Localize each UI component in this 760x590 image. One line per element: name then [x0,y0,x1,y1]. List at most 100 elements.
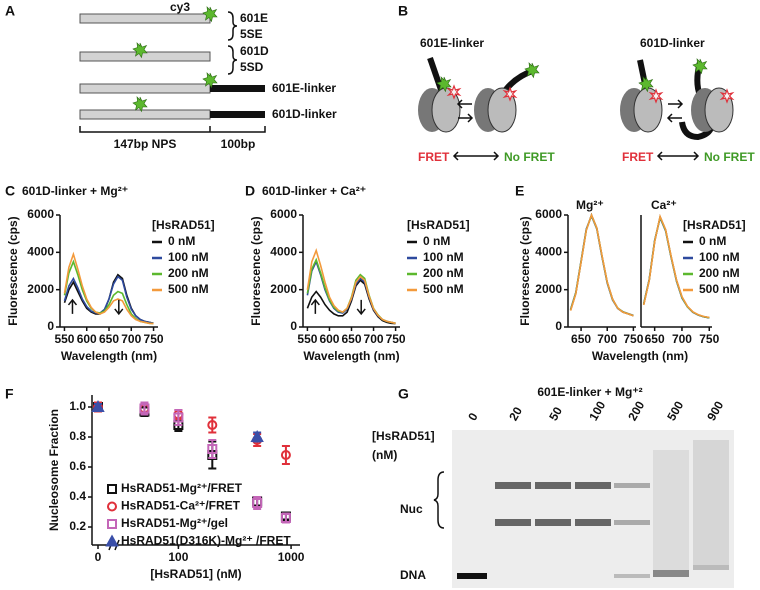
y-tick-label: 6000 [270,207,297,221]
lane-label: 200 [625,398,647,423]
brace [227,45,238,75]
gel-band [575,519,611,526]
annotation-arrow [310,298,320,314]
legend-label: 500 nM [423,282,464,296]
panel-g: 601E-linker + Mg⁺² [HsRAD51] (nM) Nuc DN… [372,385,734,588]
y-tick-label: 0.2 [69,519,86,533]
double-arrow [452,151,500,161]
gel-band [495,482,531,489]
marker [91,399,105,412]
gel-band [457,573,487,579]
x-axis-label: Wavelength (nm) [61,349,157,363]
marker [207,444,218,454]
fret-label: FRET [418,150,450,164]
legend-title: [HsRAD51] [683,218,746,232]
error-bar [281,445,290,465]
x-tick-label: 700 [597,332,617,346]
legend-title: [HsRAD51] [152,218,215,232]
y-axis-label: Fluorescence (cps) [518,216,532,325]
construct-label: 5SD [240,60,264,74]
spectrum-line [306,257,396,325]
chart-title: Mg²⁺ [576,198,604,212]
marker [280,513,291,523]
band-label: Nuc [400,502,423,516]
marker [107,484,117,494]
no-fret-label: No FRET [504,150,555,164]
construct-label: 601E-linker [420,36,484,50]
legend-label: HsRAD51-Ca²⁺/FRET [121,499,241,513]
legend-label: 200 nM [168,266,209,280]
equilibrium-arrow [456,99,474,123]
gel-band [535,482,571,489]
legend-label: 100 nM [168,250,209,264]
gel-band [575,482,611,489]
gel-band [614,520,650,525]
equilibrium-arrow [666,99,684,123]
panel-letter: A [5,3,15,19]
y-tick-label: 6000 [535,207,562,221]
y-axis-label: Fluorescence (cps) [6,216,20,325]
y-tick-label: 0 [555,319,562,333]
marker [105,534,119,547]
x-axis-label: Wavelength (nm) [303,349,399,363]
y-tick-label: 0 [290,319,297,333]
construct-label: 601D-linker [272,107,337,121]
dye-label: cy3 [170,0,190,14]
spectrum-line [63,251,154,325]
x-tick-label: 550 [297,332,317,346]
length-label: 100bp [221,137,256,151]
chart-title: 601D-linker + Ca²⁺ [262,184,366,198]
linker-bar [210,85,265,92]
marker [173,412,184,423]
y-axis-label: Nucleosome Fraction [47,409,61,531]
marker [207,420,218,430]
y-tick-label: 2000 [270,282,297,296]
gel-band [614,574,650,578]
lane-label: 50 [546,404,565,423]
legend-label: 500 nM [168,282,209,296]
x-tick-label: 100 [168,550,188,564]
chart-title: 601D-linker + Mg²⁺ [22,184,128,198]
x-tick-label: 750 [699,332,719,346]
linker-bar [210,111,265,118]
dna-bar [79,13,211,24]
x-tick-label: 700 [121,332,141,346]
y-tick-label: 4000 [27,245,54,259]
spectrum-line [306,248,396,325]
x-tick-label: 750 [623,332,643,346]
marker [107,501,117,512]
legend-label: 200 nM [423,266,464,280]
gel-band [693,565,729,570]
annotation-arrow [114,299,124,316]
unit-label: (nM) [372,448,397,462]
marker [250,429,264,442]
x-axis-label: [HsRAD51] (nM) [150,567,241,581]
y-tick-label: 0 [47,319,54,333]
construct-label: 601E-linker [272,81,336,95]
y-tick-label: 4000 [270,245,297,259]
annotation-arrow [67,298,78,314]
x-tick-label: 700 [672,332,692,346]
panel-letter: B [398,3,408,19]
lane-label: 20 [506,404,525,423]
spectrum-line [306,279,396,325]
gel-title: 601E-linker + Mg⁺² [537,385,642,399]
spectrum-line [642,213,710,319]
lane-label: 100 [586,398,608,423]
panel-letter: F [5,386,14,402]
x-tick-label: 650 [341,332,361,346]
dna-bar [79,83,211,94]
panel-letter: D [245,183,255,199]
x-tick-label: 650 [645,332,665,346]
panel-letter: E [515,183,524,199]
gel-band [495,519,531,526]
y-tick-label: 0.8 [69,429,86,443]
error-bar [208,439,217,459]
length-label: 147bp NPS [114,137,177,151]
error-bar [208,416,217,434]
x-tick-label: 0 [95,550,102,564]
dna-bar [79,109,211,120]
brace [227,11,238,41]
marker [107,519,117,529]
